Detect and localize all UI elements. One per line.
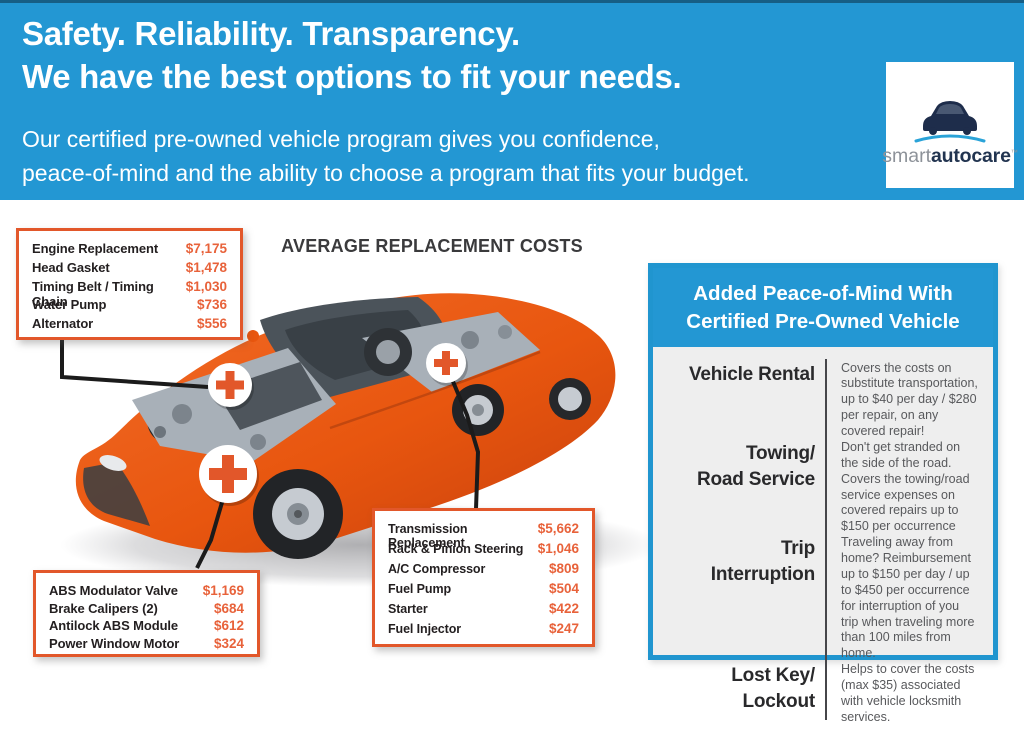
cost-label: Rack & Pinion Steering [388,542,524,556]
cost-value: $504 [548,581,579,596]
subheadline-line1: Our certified pre-owned vehicle program … [22,126,660,152]
table-row: Starter $422 [388,601,579,621]
cost-value: $556 [196,316,227,332]
cost-label: Brake Calipers (2) [49,600,158,616]
subheadline-line2: peace-of-mind and the ability to choose … [22,160,750,187]
cost-label: Fuel Pump [388,582,451,596]
cost-label: Power Window Motor [49,635,180,651]
subheadline: Our certified pre-owned vehicle program … [22,122,749,190]
cost-label: ABS Modulator Valve [49,583,178,598]
table-row: Rack & Pinion Steering $1,046 [388,541,579,561]
cost-value: $1,169 [202,583,244,598]
plus-marker-transmission [426,343,468,386]
label-description-divider [825,358,827,720]
cost-label: Timing Belt / Timing Chain [32,278,154,309]
benefit-description: Covers the costs on substitute transport… [841,360,978,439]
cost-value: $1,030 [185,278,227,294]
cost-box-engine: Engine Replacement $7,175 Head Gasket $1,4… [16,228,243,340]
cost-label: Water Pump [32,297,107,313]
plus-marker-abs [199,445,259,506]
benefit-label: Vehicle Rental [659,361,815,440]
benefit-label-line2: Interruption [710,563,815,585]
table-row: Brake Calipers (2) $684 [49,601,244,619]
cost-box-brakes-electrical: ABS Modulator Valve $1,169 Brake Calipers… [33,570,260,657]
table-row: Power Window Motor $324 [49,636,244,654]
header-band: Safety. Reliability. Transparency. We ha… [0,0,1024,200]
section-title: AVERAGE REPLACEMENT COSTS [281,236,583,256]
plus-markers [199,343,468,506]
headline-line1: Safety. Reliability. Transparency. [22,15,520,52]
cost-value: $7,175 [185,241,227,256]
benefit-label: Trip Interruption [659,535,815,662]
benefit-row-vehicle-rental: Vehicle Rental Covers the costs on subst… [659,361,983,440]
cost-value: $612 [213,618,244,633]
benefits-panel-title-line2: Certified Pre-Owned Vehicle [686,310,960,334]
cost-value: $684 [213,600,244,616]
cost-value: $324 [213,635,244,651]
brand-word-autocare: autocare [931,145,1011,168]
benefit-label: Towing/ Road Service [659,440,815,535]
benefit-label-line1: Trip [780,538,815,560]
cost-value: $5,662 [537,521,579,536]
brand-word-smart: smart [882,145,932,168]
benefits-panel-title-line1: Added Peace-of-Mind With [693,282,953,305]
cost-label: A/C Compressor [388,562,486,576]
benefit-label-line1: Lost Key/ [731,665,815,687]
cost-label: Alternator [32,316,94,332]
table-row: Alternator $556 [32,316,227,335]
table-row: Fuel Pump $504 [388,581,579,601]
cost-value: $1,046 [537,541,579,556]
benefit-row-lost-key-lockout: Lost Key/ Lockout Helps to cover the cos… [659,662,983,726]
cost-value: $809 [548,561,579,576]
table-row: Timing Belt / Timing Chain $1,030 [32,278,227,309]
car-logo-icon [914,101,986,143]
callout-line-engine [60,339,209,389]
cost-value: $422 [548,601,579,616]
table-row: Head Gasket $1,478 [32,260,227,279]
callout-line-transmission [447,371,481,510]
benefit-label-line1: Vehicle Rental [688,363,815,385]
benefit-label-line2: Lockout [742,690,816,712]
table-row: ABS Modulator Valve $1,169 [49,583,244,601]
table-row: A/C Compressor $809 [388,561,579,581]
benefit-row-trip-interruption: Trip Interruption Traveling away from ho… [659,535,983,662]
brand-logo-text: smartautocare™ [882,147,1017,167]
table-row: Fuel Injector $247 [388,621,579,641]
benefit-description: Don't get stranded on the side of the ro… [841,439,970,534]
benefit-label: Lost Key/ Lockout [659,662,815,726]
benefit-description: Helps to cover the costs (max $35) assoc… [841,662,975,724]
cost-label: Fuel Injector [388,622,462,636]
header-top-stripe [0,0,1024,3]
benefit-description: Traveling away from home? Reimbursement … [841,535,975,661]
headline: Safety. Reliability. Transparency. We ha… [22,13,682,99]
benefit-label-line1: Towing/ [746,442,815,464]
benefit-label-line2: Road Service [697,468,815,490]
benefits-panel: Added Peace-of-Mind With Certified Pre-O… [648,263,998,724]
cost-box-drivetrain: Transmission Replacement $5,662 Rack & Pi… [372,508,595,647]
benefit-row-towing-road-service: Towing/ Road Service Don't get stranded … [659,440,983,535]
trademark-symbol: ™ [1010,149,1018,157]
plus-marker-engine [208,363,254,410]
table-row: Transmission Replacement $5,662 [388,521,579,550]
cost-label: Head Gasket [32,259,110,275]
cost-value: $736 [196,297,227,313]
table-row: Antilock ABS Module $612 [49,618,244,636]
cost-value: $247 [548,621,579,636]
headline-line2: We have the best options to fit your nee… [22,57,682,95]
table-row: Engine Replacement $7,175 [32,241,227,260]
callout-line-abs [195,481,230,569]
benefits-panel-body: Vehicle Rental Covers the costs on subst… [653,347,993,736]
benefits-panel-title: Added Peace-of-Mind With Certified Pre-O… [653,268,993,347]
cost-label: Starter [388,602,428,616]
brand-logo: smartautocare™ [882,62,1018,188]
cost-value: $1,478 [185,259,227,275]
cost-label: Engine Replacement [32,241,159,256]
cost-label: Antilock ABS Module [49,618,179,633]
